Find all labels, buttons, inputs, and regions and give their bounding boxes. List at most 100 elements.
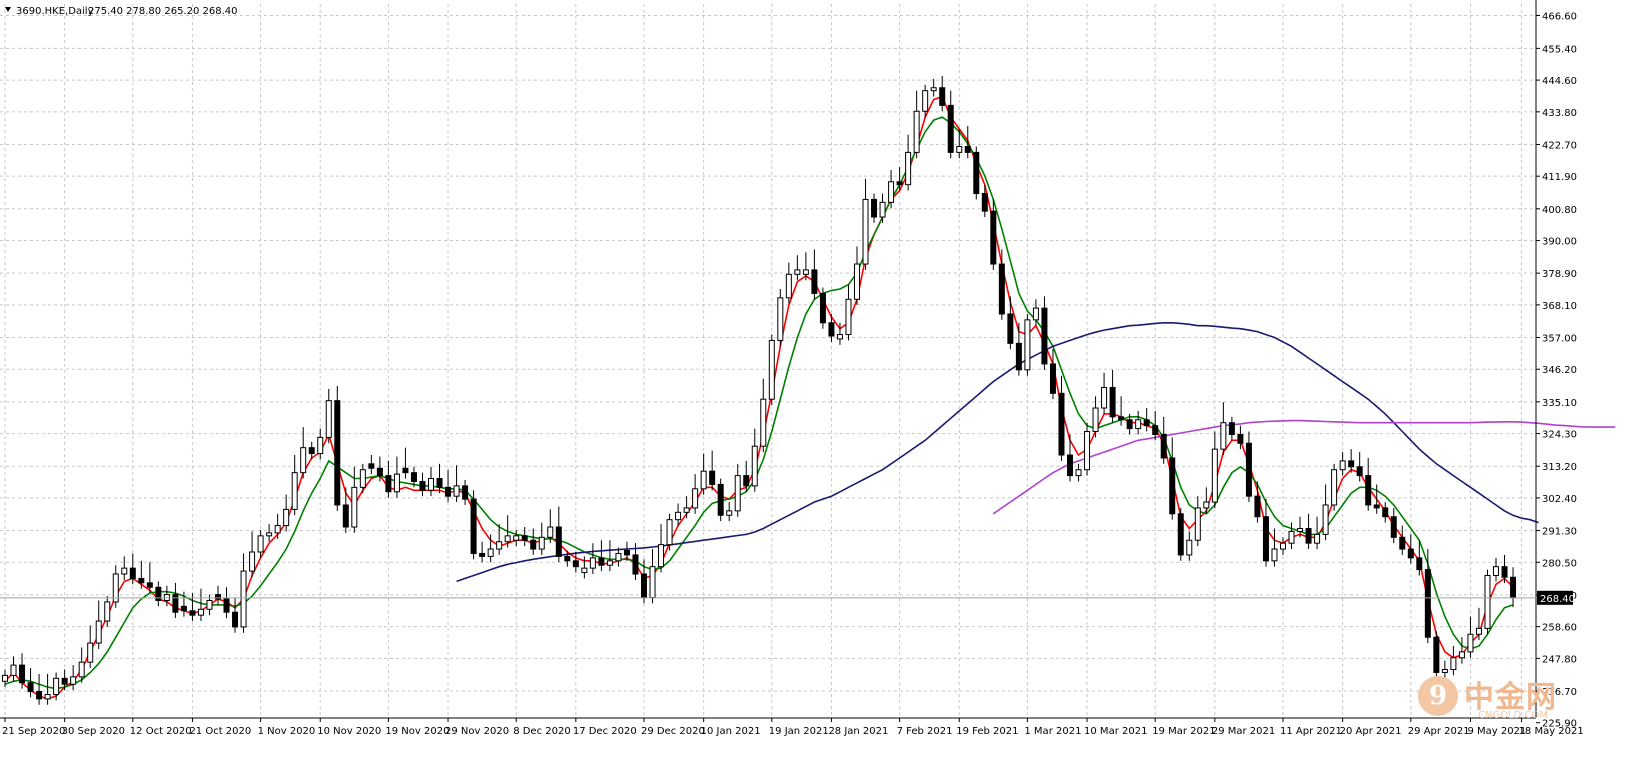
- candle-up: [785, 273, 792, 299]
- candle-up: [1467, 633, 1474, 653]
- y-tick-label: 368.10: [1542, 301, 1577, 312]
- candle-up: [95, 620, 102, 644]
- candle-down: [1169, 457, 1176, 515]
- y-tick-label: 291.30: [1542, 527, 1577, 538]
- candle-up: [283, 508, 290, 527]
- axes: 466.60 455.40 444.60 433.80 422.70 411.90 400.…: [0, 0, 1584, 737]
- candle-up: [112, 573, 119, 603]
- candle-down: [964, 146, 971, 153]
- candle-down: [172, 594, 179, 613]
- y-tick-label: 346.20: [1542, 365, 1577, 376]
- y-tick-label: 236.70: [1542, 687, 1577, 698]
- candle-up: [240, 570, 247, 628]
- y-tick-label: 378.90: [1542, 269, 1577, 280]
- candle-up: [1280, 542, 1286, 550]
- candle-down: [1501, 566, 1508, 578]
- candle-up: [538, 536, 545, 550]
- candle-up: [888, 181, 895, 203]
- candle-up: [854, 263, 860, 300]
- candle-up: [1211, 448, 1218, 503]
- candle-down: [1118, 416, 1125, 421]
- candle-up: [1203, 501, 1210, 509]
- x-tick-label: 8 Dec 2020: [513, 726, 571, 737]
- candle-down: [215, 594, 221, 600]
- watermark-brand: 中金网: [1464, 680, 1557, 715]
- candle-down: [1160, 433, 1167, 459]
- candle-up: [802, 269, 809, 275]
- candle-up: [862, 198, 869, 265]
- y-tick-label: 225.90: [1542, 719, 1577, 730]
- candle-up: [1331, 469, 1338, 506]
- candle-down: [27, 682, 34, 693]
- candle-up: [453, 485, 460, 497]
- header-triangle-icon[interactable]: [5, 7, 11, 12]
- candle-down: [1390, 516, 1397, 538]
- candle-up: [606, 560, 613, 566]
- candle-down: [1245, 442, 1252, 497]
- candle-up: [359, 469, 366, 488]
- x-tick-label: 21 Oct 2020: [189, 726, 251, 737]
- x-tick-label: 20 Apr 2021: [1340, 726, 1402, 737]
- candle-up: [751, 445, 758, 487]
- candle-up: [104, 601, 111, 622]
- candle-down: [419, 480, 426, 491]
- candle-down: [1433, 636, 1440, 673]
- candle-down: [1152, 425, 1159, 435]
- candle-up: [1322, 504, 1329, 535]
- candle-up: [317, 436, 324, 455]
- candle-down: [1416, 557, 1423, 571]
- candle-down: [521, 535, 528, 541]
- candle-down: [555, 526, 562, 557]
- candle-down: [1373, 504, 1380, 509]
- y-tick-label: 422.70: [1542, 140, 1577, 151]
- candle-down: [1356, 466, 1363, 477]
- y-tick-label: 466.60: [1542, 11, 1577, 22]
- candle-up: [692, 488, 699, 509]
- x-tick-label: 10 Jan 2021: [701, 726, 761, 737]
- candle-down: [479, 552, 486, 557]
- moving-average-line-1: [4, 95, 1514, 700]
- x-tick-label: 19 Mar 2021: [1152, 726, 1215, 737]
- y-tick-label: 400.80: [1542, 205, 1577, 216]
- candle-up: [879, 201, 886, 218]
- candle-down: [232, 611, 239, 628]
- candle-up: [53, 677, 60, 695]
- candle-down: [189, 610, 196, 616]
- candle-down: [1058, 392, 1065, 456]
- candle-up: [615, 552, 622, 562]
- candle-up: [836, 334, 843, 340]
- candle-down: [334, 400, 341, 506]
- x-tick-label: 19 Jan 2021: [769, 726, 829, 737]
- candle-up: [1075, 469, 1082, 477]
- candle-down: [998, 263, 1005, 315]
- x-tick-label: 29 Mar 2021: [1212, 726, 1275, 737]
- candle-up: [197, 608, 204, 616]
- candle-down: [1228, 422, 1235, 435]
- candle-up: [1092, 407, 1099, 433]
- x-tick-label: 28 Jan 2021: [828, 726, 888, 737]
- candle-down: [1365, 475, 1372, 506]
- candle-up: [78, 661, 85, 678]
- candle-up: [1339, 460, 1346, 471]
- candle-up: [1475, 627, 1482, 635]
- candle-up: [666, 519, 673, 546]
- candle-down: [811, 269, 818, 294]
- candle-up: [1220, 422, 1227, 450]
- candle-down: [947, 104, 954, 153]
- candle-down: [129, 567, 136, 579]
- candle-up: [1135, 419, 1142, 430]
- candle-up: [1024, 319, 1031, 371]
- candle-down: [342, 504, 349, 528]
- candle-down: [1262, 516, 1269, 562]
- x-tick-label: 18 May 2021: [1519, 726, 1584, 737]
- candle-down: [1254, 495, 1261, 518]
- candle-up: [1032, 307, 1039, 321]
- candle-up: [1186, 539, 1193, 556]
- candle-up: [581, 567, 588, 574]
- candle-up: [547, 526, 554, 538]
- candle-up: [351, 486, 358, 528]
- candle-down: [632, 554, 639, 575]
